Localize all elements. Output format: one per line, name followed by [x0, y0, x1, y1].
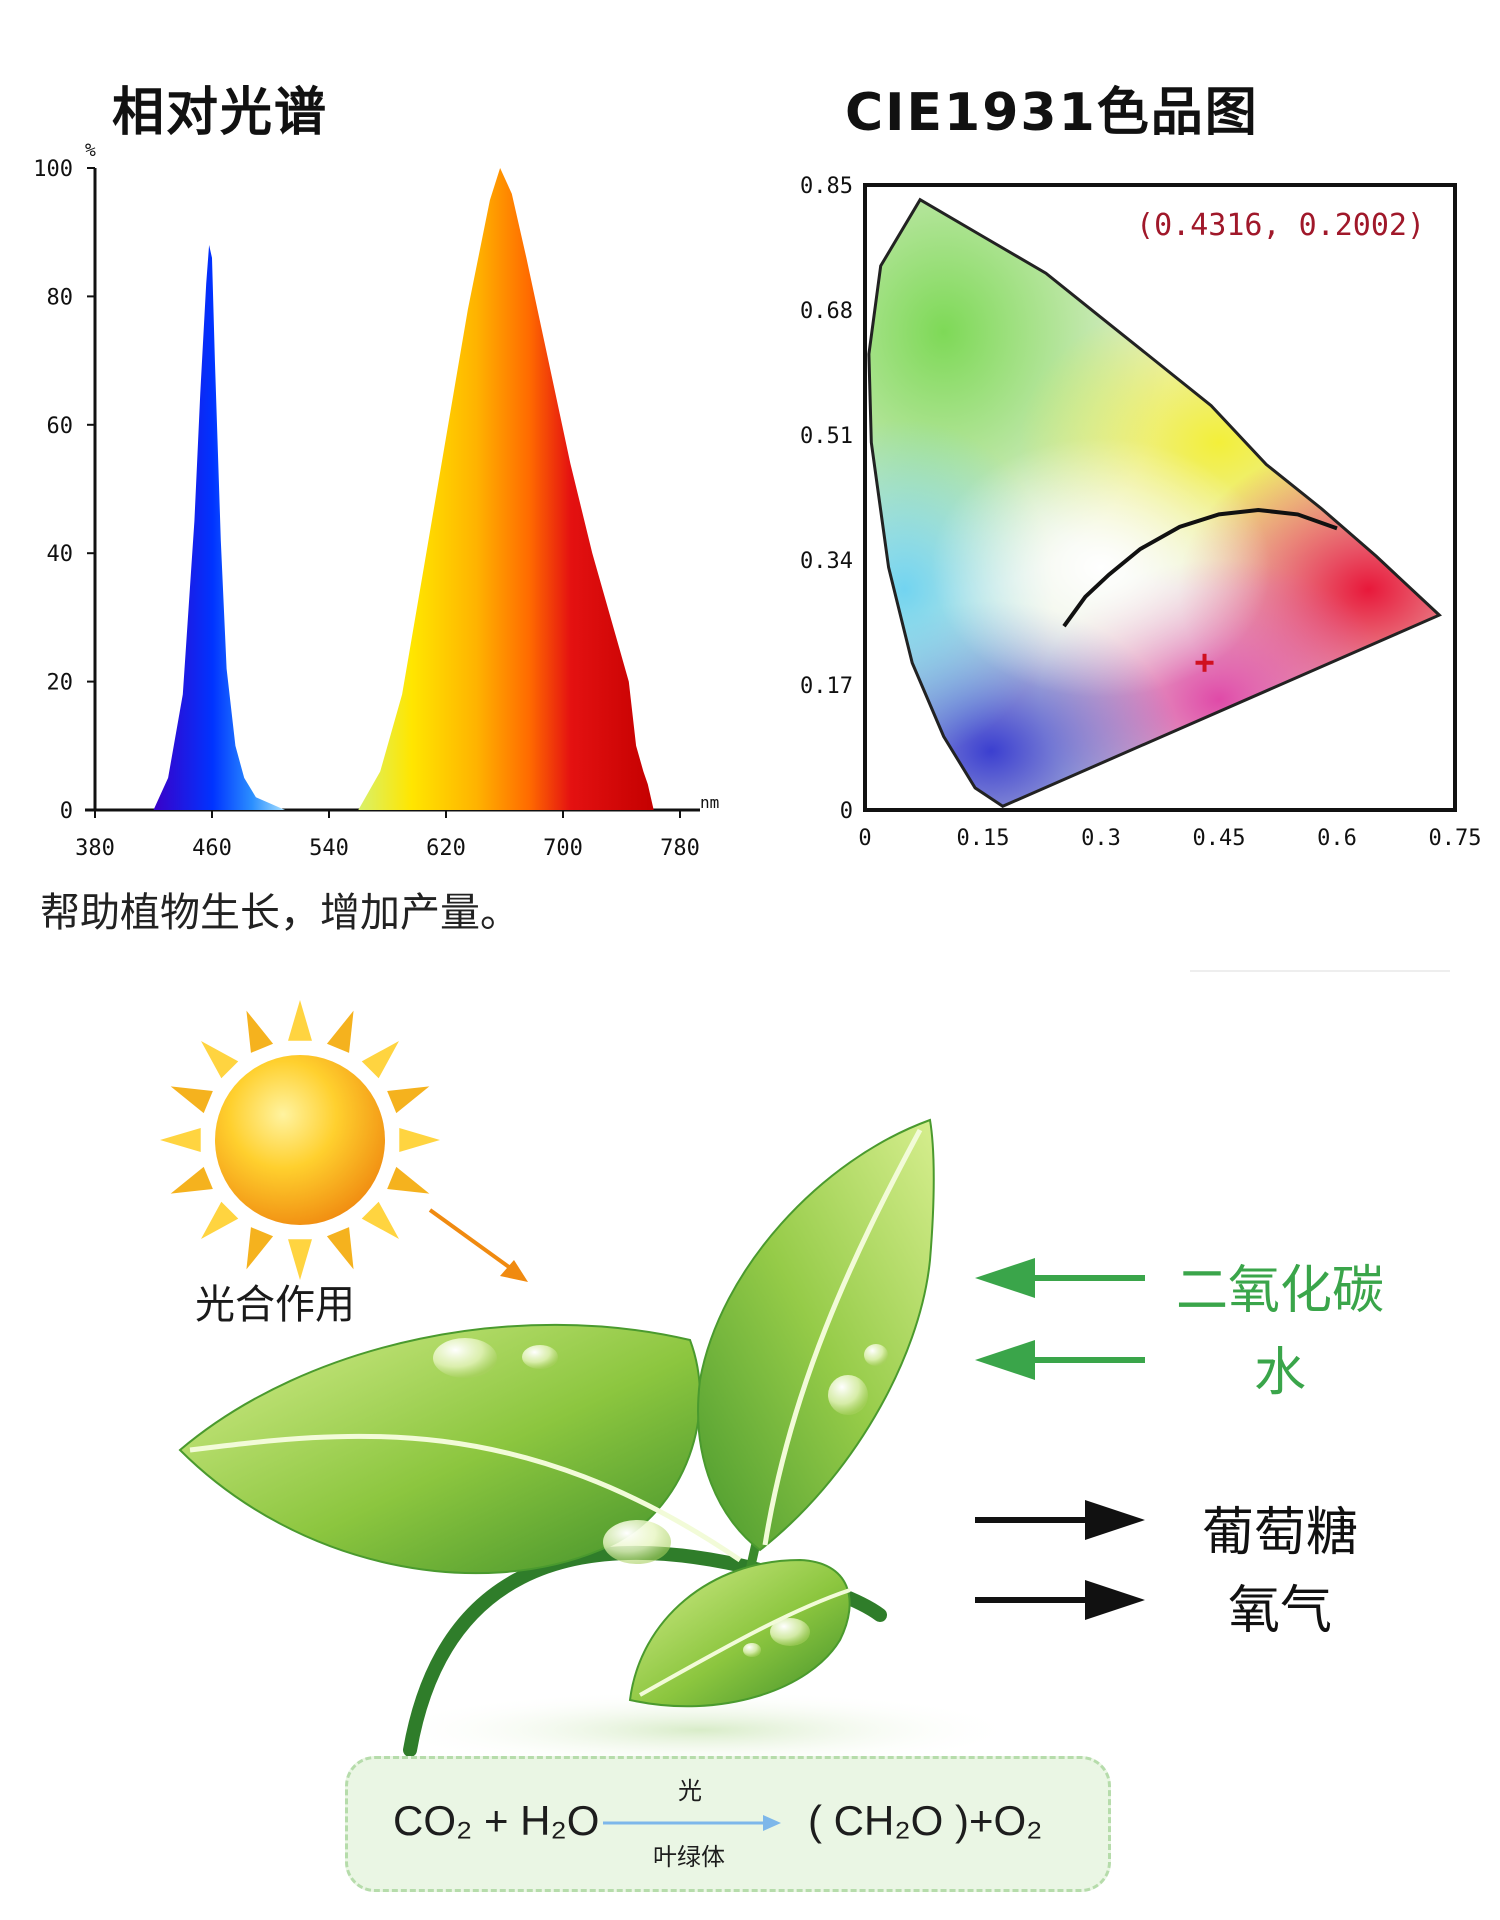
- cie-point-label: (0.4316, 0.2002): [1136, 208, 1425, 243]
- spectrum-y-tick-label: 80: [47, 285, 74, 310]
- spectrum-x-unit: nm: [700, 793, 719, 812]
- cie-x-tick-label: 0.3: [1081, 826, 1121, 851]
- spectrum-chart: % nm 380 460 540 620 700 780 0 20 40 60 80 100: [33, 140, 719, 861]
- photosynthesis-illustration: [160, 1000, 1145, 1770]
- sunlight-arrowhead-icon: [500, 1260, 528, 1282]
- cie-planckian-locus: [1062, 507, 1338, 628]
- sun-icon: [160, 1000, 440, 1280]
- cie-chart: 0 0.15 0.3 0.45 0.6 0.75 0 0.17 0.34 0.51 0.68 0.85…: [800, 174, 1482, 851]
- spectrum-blue-peak: [153, 245, 286, 810]
- spectrum-red-peak: [358, 168, 654, 810]
- sunlight-arrow-icon: [428, 1208, 522, 1277]
- sun-ray: [387, 1166, 430, 1194]
- spectrum-x-tick-label: 540: [309, 836, 349, 861]
- formula-box: CO₂ + H₂O 光 叶绿体 ( CH₂O )+O₂: [345, 1756, 1111, 1892]
- sun-ray: [170, 1166, 213, 1194]
- spectrum-title: 相对光谱: [112, 83, 329, 143]
- spectrum-y-tick-label: 0: [60, 799, 73, 824]
- sun-ray: [399, 1128, 440, 1152]
- sun-ray: [170, 1086, 213, 1114]
- leaf-upper-right: [697, 1118, 935, 1552]
- sun-ray: [326, 1010, 354, 1053]
- cie-x-tick-label: 0.75: [1429, 826, 1482, 851]
- cie-chart-title: CIE1931色品图: [845, 83, 1259, 143]
- oxygen-arrow-icon: [975, 1580, 1145, 1620]
- formula-condition-light: 光: [678, 1777, 702, 1805]
- cie-y-tick-label: 0.68: [800, 299, 853, 324]
- glucose-label: 葡萄糖: [1201, 1503, 1358, 1563]
- cie-y-tick-label: 0: [840, 799, 853, 824]
- sun-ray: [288, 1239, 312, 1280]
- photosynthesis-label: 光合作用: [195, 1282, 355, 1328]
- spectrum-x-tick-label: 700: [543, 836, 583, 861]
- formula-products: ( CH₂O )+O₂: [808, 1797, 1043, 1844]
- sun-ray: [361, 1201, 399, 1239]
- formula-reactants: CO₂ + H₂O: [393, 1797, 600, 1844]
- formula-condition-chloroplast: 叶绿体: [653, 1843, 725, 1871]
- sun-ray: [326, 1227, 354, 1270]
- cie-x-tick-label: 0.45: [1193, 826, 1246, 851]
- spectrum-x-tick-label: 620: [426, 836, 466, 861]
- co2-arrow-icon: [975, 1258, 1145, 1298]
- cie-x-tick-label: 0: [858, 826, 871, 851]
- water-label: 水: [1253, 1343, 1306, 1403]
- cie-chromaticity-point: [1195, 653, 1214, 672]
- spectrum-x-tick-label: 380: [75, 836, 115, 861]
- caption: 帮助植物生长，增加产量。: [40, 890, 520, 936]
- cie-y-tick-label: 0.85: [800, 174, 853, 199]
- spectrum-y-tick-label: 20: [47, 671, 74, 696]
- sun-ray: [246, 1010, 274, 1053]
- sun-ray: [201, 1041, 239, 1079]
- sun-ray: [201, 1201, 239, 1239]
- sun-ray: [288, 1000, 312, 1041]
- cie-x-tick-label: 0.15: [957, 826, 1010, 851]
- ground-shadow: [380, 1690, 1020, 1770]
- glucose-arrow-icon: [975, 1500, 1145, 1540]
- spectrum-x-tick-label: 460: [192, 836, 232, 861]
- spectrum-y-tick-label: 60: [47, 414, 74, 439]
- spectrum-x-tick-label: 780: [660, 836, 700, 861]
- sun-ray: [246, 1227, 274, 1270]
- cie-spectral-locus: [867, 197, 1442, 809]
- sun-ray: [361, 1041, 399, 1079]
- spectrum-y-unit: %: [85, 140, 96, 161]
- co2-label: 二氧化碳: [1175, 1261, 1384, 1321]
- oxygen-label: 氧气: [1227, 1581, 1332, 1641]
- sun-ray: [160, 1128, 201, 1152]
- leaf-left: [178, 1323, 742, 1575]
- spectrum-y-tick-label: 40: [47, 542, 74, 567]
- cie-x-tick-label: 0.6: [1317, 826, 1357, 851]
- spectrum-y-tick-label: 100: [33, 157, 73, 182]
- sun-ray: [387, 1086, 430, 1114]
- formula-arrow-icon: [603, 1815, 781, 1831]
- water-arrow-icon: [975, 1340, 1145, 1380]
- cie-y-tick-label: 0.17: [800, 674, 853, 699]
- cie-y-tick-label: 0.34: [800, 549, 853, 574]
- cie-y-tick-label: 0.51: [800, 424, 853, 449]
- leaf-lower-right: [628, 1558, 851, 1708]
- divider: [1190, 970, 1450, 972]
- water-drops: [433, 1338, 888, 1657]
